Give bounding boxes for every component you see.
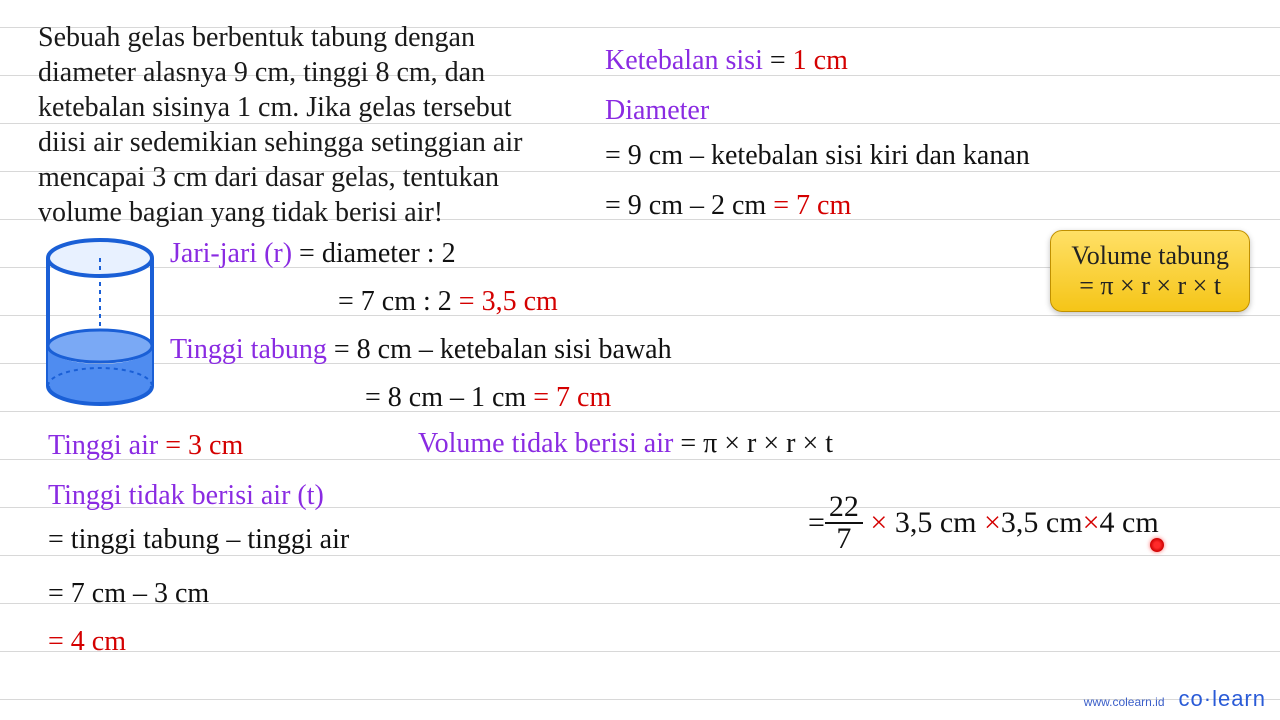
jari-eq: = diameter : 2 (299, 238, 456, 269)
footer-url: www.colearn.id (1084, 695, 1165, 709)
fraction-22-7: 22 7 (825, 492, 863, 554)
footer: www.colearn.id co·learn (1084, 686, 1266, 712)
jari-jari-line: Jari-jari (r) = diameter : 2 (170, 238, 456, 270)
diam-2b: = 7 cm (773, 190, 851, 221)
vol-x0: × (863, 506, 887, 540)
jari-2a: = 7 cm : 2 (338, 286, 459, 317)
vol-c: 4 cm (1100, 506, 1159, 540)
diam-1b: ketebalan sisi kiri dan kanan (711, 140, 1030, 171)
thickness-value: 1 cm (793, 45, 848, 76)
tinggi-tba-eq: = tinggi tabung – tinggi air (48, 524, 349, 556)
jari-2b: = 3,5 cm (459, 286, 558, 317)
ta-label: Tinggi air (48, 430, 165, 461)
diameter-calc-1: = 9 cm – ketebalan sisi kiri dan kanan (605, 140, 1030, 172)
diam-2a: = 9 cm – 2 cm (605, 190, 773, 221)
vol-x1: × (984, 506, 1001, 540)
tt-2a: = 8 cm – 1 cm (365, 382, 533, 413)
tinggi-tabung-calc: = 8 cm – 1 cm = 7 cm (365, 382, 611, 414)
brand-a: co (1179, 686, 1204, 711)
brand-logo: co·learn (1179, 686, 1267, 712)
tinggi-tba-result: = 4 cm (48, 626, 126, 658)
tinggi-tba-label: Tinggi tidak berisi air (t) (48, 480, 324, 512)
vol-a: 3,5 cm (887, 506, 984, 540)
tinggi-tabung-line: Tinggi tabung = 8 cm – ketebalan sisi ba… (170, 334, 672, 366)
brand-b: learn (1212, 686, 1266, 711)
jari-label: Jari-jari (r) (170, 238, 299, 269)
page-content: Sebuah gelas berbentuk tabung dengan dia… (0, 0, 1280, 250)
vol-label: Volume tidak berisi air (418, 428, 680, 459)
vol-calc-eq: = (808, 506, 825, 540)
brand-dot: · (1204, 686, 1212, 711)
vol-b: 3,5 cm (1001, 506, 1083, 540)
volume-line: Volume tidak berisi air = π × r × r × t (418, 428, 833, 460)
vol-x2: × (1083, 506, 1100, 540)
tt-eq: = 8 cm – ketebalan sisi bawah (334, 334, 672, 365)
diam-1a: = 9 cm – (605, 140, 711, 171)
eq-sign: = (770, 45, 793, 76)
frac-num: 22 (825, 492, 863, 524)
jari-jari-calc: = 7 cm : 2 = 3,5 cm (338, 286, 558, 318)
diameter-label: Diameter (605, 95, 709, 127)
tinggi-air-line: Tinggi air = 3 cm (48, 430, 243, 462)
vol-eq: = π × r × r × t (680, 428, 833, 459)
tinggi-tba-calc: = 7 cm – 3 cm (48, 578, 209, 610)
frac-den: 7 (832, 524, 855, 554)
problem-statement: Sebuah gelas berbentuk tabung dengan dia… (38, 20, 558, 230)
tt-label: Tinggi tabung (170, 334, 334, 365)
thickness-line: Ketebalan sisi = 1 cm (605, 45, 848, 77)
thickness-label: Ketebalan sisi (605, 45, 770, 76)
formula-title: Volume tabung (1071, 241, 1229, 271)
laser-pointer (1150, 538, 1164, 552)
diameter-calc-2: = 9 cm – 2 cm = 7 cm (605, 190, 851, 222)
formula-box: Volume tabung = π × r × r × t (1050, 230, 1250, 312)
ta-val: = 3 cm (165, 430, 243, 461)
formula-eq: = π × r × r × t (1071, 271, 1229, 301)
tt-2b: = 7 cm (533, 382, 611, 413)
cylinder-diagram (42, 236, 162, 416)
volume-calc: = 22 7 × 3,5 cm × 3,5 cm × 4 cm (808, 492, 1159, 554)
